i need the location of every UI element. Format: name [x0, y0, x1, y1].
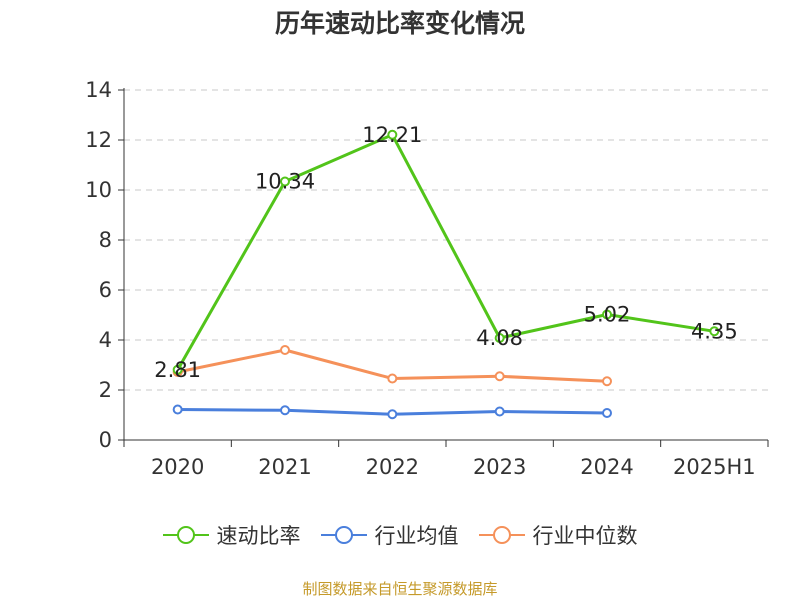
data-point [280, 405, 290, 416]
legend-marker-blue-icon [320, 526, 367, 544]
data-label: 10.34 [255, 170, 315, 194]
legend-label: 行业均值 [374, 524, 459, 548]
data-labels: 2.81 10.34 12.21 4.08 5.02 4.35 [154, 123, 737, 382]
data-label: 12.21 [362, 123, 422, 147]
y-tick-label: 10 [85, 178, 112, 202]
x-tick-label: 2024 [580, 455, 633, 479]
data-label: 2.81 [154, 358, 201, 382]
legend-item-quick-ratio[interactable]: 速动比率 [162, 520, 301, 550]
data-label: 4.35 [691, 319, 738, 343]
x-tick-label: 2020 [151, 455, 204, 479]
data-label: 5.02 [584, 303, 631, 327]
y-tick-label: 8 [99, 228, 112, 252]
data-point [709, 326, 720, 337]
x-tick-label: 2022 [366, 455, 419, 479]
legend-item-industry-mean[interactable]: 行业均值 [320, 520, 459, 550]
legend-marker-green-icon [162, 526, 209, 544]
data-point [280, 345, 290, 355]
y-tick-label: 6 [99, 278, 112, 302]
grid-lines [124, 89, 768, 391]
legend-label: 速动比率 [216, 524, 301, 548]
legend: 速动比率 行业均值 行业中位数 [0, 520, 800, 550]
data-point [280, 176, 290, 187]
x-tick-label: 2023 [473, 455, 526, 479]
data-point [387, 129, 398, 140]
legend-marker-orange-icon [478, 526, 525, 544]
data-label: 4.08 [476, 326, 523, 350]
y-tick-label: 4 [99, 328, 112, 352]
data-point [172, 364, 183, 375]
legend-label: 行业中位数 [532, 524, 638, 548]
y-tick-label: 14 [85, 78, 112, 102]
data-point [387, 409, 398, 420]
y-tick-label: 0 [99, 428, 112, 452]
data-point [172, 404, 183, 415]
y-tick-label: 12 [85, 128, 112, 152]
data-point [602, 309, 612, 320]
legend-item-industry-median[interactable]: 行业中位数 [478, 520, 638, 550]
data-point [602, 376, 612, 387]
data-point [494, 406, 505, 417]
series-line [176, 133, 715, 371]
x-tick-label: 2021 [258, 455, 311, 479]
x-tick-label: 2025H1 [673, 455, 756, 479]
chart-title: 历年速动比率变化情况 [274, 9, 525, 38]
data-point [494, 371, 505, 382]
data-point [494, 333, 505, 343]
series-lines [172, 129, 720, 420]
y-tick-label: 2 [99, 378, 112, 402]
source-note: 制图数据来自恒生聚源数据库 [302, 580, 498, 598]
data-point [602, 408, 612, 418]
data-point [387, 373, 398, 384]
axes: 0 2 4 6 8 10 12 14 2020 2021 2022 2023 2024 2025H1 [85, 78, 769, 479]
